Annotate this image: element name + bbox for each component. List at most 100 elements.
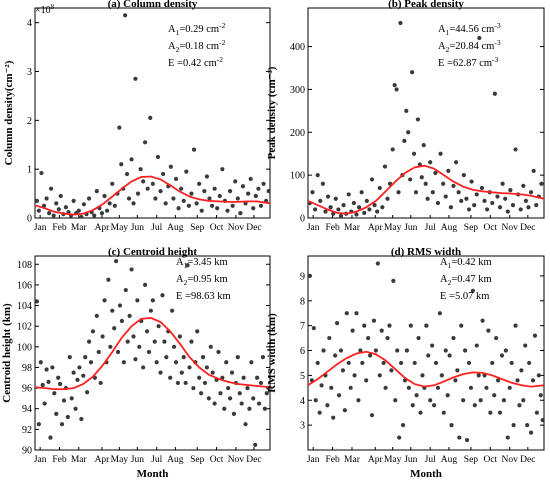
- data-point: [239, 401, 244, 406]
- data-point: [135, 298, 140, 303]
- x-tick-label: Oct: [210, 223, 224, 233]
- data-point: [226, 385, 231, 391]
- data-point: [377, 185, 382, 191]
- data-point: [83, 355, 88, 360]
- x-tick-label: Dec: [520, 223, 535, 233]
- data-point: [102, 298, 107, 303]
- x-tick-label: Mar: [344, 455, 361, 465]
- data-point: [408, 177, 413, 182]
- annotation-e: E =5.07 km: [440, 291, 489, 302]
- data-point: [170, 308, 175, 313]
- data-point: [346, 360, 351, 366]
- data-point: [317, 410, 322, 415]
- annotation-a2: A2=20.84 cm-3: [438, 38, 501, 54]
- data-point: [315, 360, 320, 366]
- multiplier-base: ×10: [35, 5, 51, 16]
- data-point: [451, 183, 456, 188]
- data-point: [500, 181, 505, 186]
- data-point: [69, 396, 74, 401]
- data-point: [391, 278, 396, 283]
- data-point: [241, 375, 246, 380]
- data-point: [215, 206, 220, 211]
- data-point: [253, 193, 258, 199]
- x-tick-label: Jan: [34, 223, 47, 233]
- data-point: [367, 353, 373, 358]
- y-tick-label: 96: [22, 384, 32, 395]
- data-point: [340, 368, 346, 373]
- plot-frame: [34, 7, 271, 219]
- annotation-subscript: 2: [184, 278, 188, 287]
- data-point: [247, 406, 252, 411]
- data-point: [474, 343, 479, 348]
- chart-title: (d) RMS width: [391, 246, 461, 258]
- x-tick-label: Apr: [95, 455, 111, 465]
- data-point: [129, 157, 134, 162]
- data-point: [329, 385, 334, 390]
- data-point: [406, 130, 411, 135]
- y-axis-label: Centroid height (km): [1, 303, 13, 403]
- data-point: [197, 181, 202, 186]
- data-point: [451, 335, 456, 341]
- data-point: [479, 185, 485, 191]
- data-point: [162, 339, 167, 344]
- data-point: [35, 299, 40, 304]
- data-point: [482, 198, 487, 203]
- annotation-a1: A1=3.45 km: [176, 257, 228, 270]
- data-point: [108, 344, 113, 349]
- data-point: [338, 213, 344, 218]
- data-point: [142, 140, 148, 145]
- data-point: [212, 186, 217, 191]
- data-point: [369, 413, 375, 418]
- data-point: [468, 385, 474, 390]
- data-point: [497, 410, 503, 415]
- fit-line: [308, 164, 544, 215]
- data-point: [328, 205, 333, 210]
- annotation-a2: A2=0.95 km: [176, 274, 228, 287]
- data-point: [58, 381, 63, 387]
- data-point: [99, 211, 105, 216]
- data-point: [490, 200, 495, 206]
- y-tick-label: 6: [300, 346, 305, 357]
- data-point: [81, 373, 86, 378]
- data-point: [44, 196, 49, 201]
- y-axis-label: Column density(cm⁻²): [3, 60, 15, 165]
- data-point: [413, 190, 419, 195]
- data-point: [117, 125, 122, 130]
- y-tick-label: 0: [27, 214, 32, 225]
- data-point: [470, 288, 475, 293]
- y-tick-label: 1: [27, 165, 32, 176]
- data-point: [380, 205, 385, 210]
- data-point: [249, 360, 254, 365]
- data-point: [518, 207, 523, 212]
- data-point: [412, 360, 417, 366]
- data-point: [525, 423, 530, 428]
- data-point: [146, 349, 152, 355]
- data-point: [439, 373, 444, 378]
- y-tick-label: 200: [290, 128, 305, 139]
- data-point: [478, 398, 483, 403]
- data-point: [449, 423, 454, 428]
- data-point: [492, 393, 497, 398]
- data-point: [189, 191, 194, 196]
- data-point: [534, 203, 539, 208]
- data-point: [486, 328, 491, 333]
- data-point: [387, 323, 392, 328]
- data-point: [438, 151, 443, 156]
- data-point: [38, 360, 43, 365]
- data-point: [348, 385, 353, 390]
- data-point: [519, 368, 524, 373]
- data-point: [459, 323, 464, 328]
- data-point: [341, 203, 346, 208]
- x-tick-label: Dec: [246, 223, 261, 233]
- data-point: [204, 174, 210, 179]
- data-point: [210, 370, 215, 375]
- data-point: [229, 370, 235, 375]
- fit-line: [35, 175, 270, 216]
- data-point: [194, 201, 199, 206]
- data-point: [48, 435, 53, 440]
- data-point: [171, 344, 177, 349]
- data-point: [428, 398, 433, 403]
- data-point: [168, 164, 173, 169]
- data-point: [218, 391, 223, 396]
- data-point: [464, 437, 470, 443]
